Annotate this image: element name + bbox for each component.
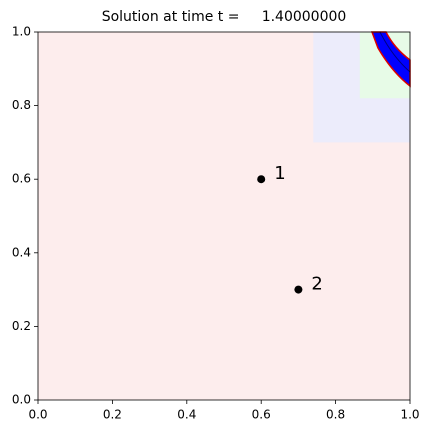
y-tick-label: 1.0	[12, 25, 31, 39]
y-tick-label: 0.0	[12, 393, 31, 407]
x-tick-label: 0.0	[28, 408, 47, 422]
chart-title: Solution at time t = 1.40000000	[102, 9, 347, 25]
x-tick-label: 1.0	[400, 408, 419, 422]
x-tick-label: 0.2	[103, 408, 122, 422]
x-tick-label: 0.8	[326, 408, 345, 422]
axes-frame	[37, 31, 411, 401]
contour-line	[379, 31, 411, 73]
y-tick-label: 0.2	[12, 319, 31, 333]
point-label: 2	[311, 274, 322, 295]
y-tick-label: 0.6	[12, 172, 31, 186]
point-label: 1	[274, 163, 285, 184]
x-tick-label: 0.4	[177, 408, 196, 422]
x-tick-label: 0.6	[252, 408, 271, 422]
regions	[38, 32, 410, 400]
point	[294, 285, 303, 294]
y-tick-label: 0.8	[12, 98, 31, 112]
point	[257, 175, 266, 184]
y-tick-label: 0.4	[12, 245, 31, 259]
